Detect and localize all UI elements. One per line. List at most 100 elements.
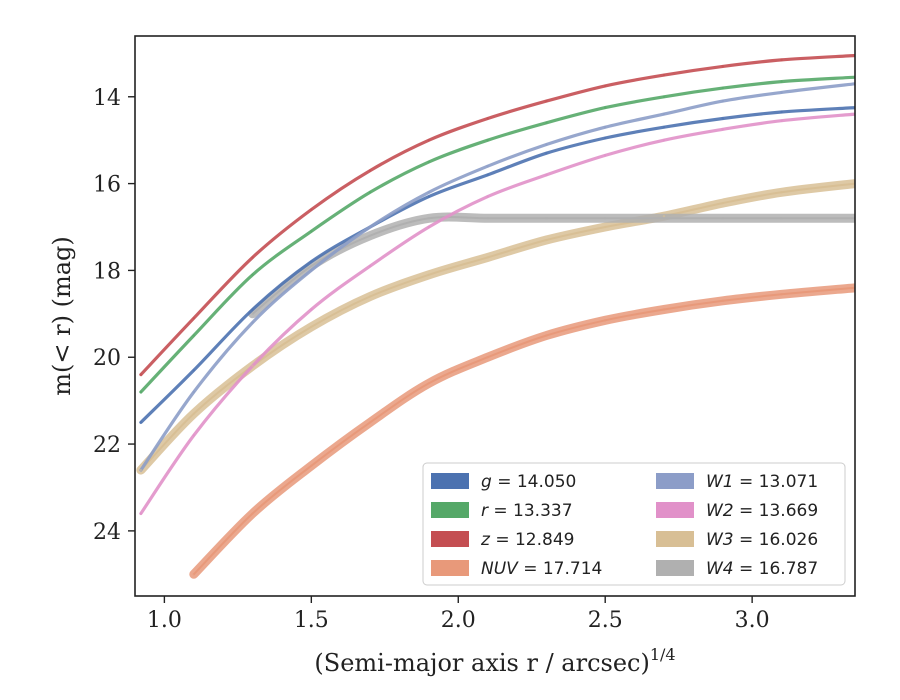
series-w4-point	[662, 217, 666, 220]
series-z-point	[486, 117, 489, 120]
series-w2-point	[368, 264, 372, 268]
series-nuv-point	[721, 299, 724, 303]
series-w2-point	[427, 225, 431, 229]
series-g-line	[139, 106, 855, 424]
series-w4-point	[427, 217, 431, 220]
series-w4-point	[780, 217, 783, 220]
series-r-point	[427, 160, 431, 164]
legend-swatch	[431, 560, 469, 576]
series-w4-point	[604, 217, 607, 220]
legend-symbol: W2	[706, 501, 734, 521]
series-nuv-point	[251, 512, 254, 515]
series-r-point	[139, 390, 143, 394]
series-nuv-point	[780, 293, 783, 296]
series-nuv-point	[310, 464, 313, 467]
series-w2-point	[662, 138, 666, 142]
series-w1-point	[780, 91, 783, 94]
series-z-point	[139, 373, 143, 376]
series-z-point	[721, 65, 724, 68]
series-z-point	[251, 256, 254, 259]
series-w1-point	[427, 191, 431, 194]
legend-value: = 13.337	[488, 501, 573, 521]
x-tick-label: 3.0	[735, 608, 770, 633]
legend-swatch	[656, 473, 694, 489]
legend-entry: W2 = 13.669	[706, 501, 818, 521]
series-nuv-point	[545, 334, 548, 337]
legend-swatch	[656, 502, 694, 518]
series-g-point	[310, 260, 313, 263]
series-nuv-point	[486, 356, 489, 359]
y-tick-label: 16	[93, 173, 121, 198]
series-w2-point	[780, 119, 783, 122]
legend-swatch	[656, 531, 694, 547]
legend-value: = 16.026	[734, 530, 819, 550]
legend-symbol: r	[481, 501, 489, 521]
series-w2-point	[604, 154, 607, 157]
legend-symbol: W3	[706, 530, 734, 550]
series-g-point	[604, 136, 607, 140]
x-tick-label: 2.0	[441, 608, 476, 633]
series-w1-point	[486, 165, 489, 168]
series-w1-point	[251, 321, 254, 324]
series-w3-point	[368, 295, 372, 298]
series-r-point	[368, 191, 372, 194]
series-z-point	[662, 73, 666, 77]
plot-frame	[134, 35, 856, 597]
series-r-point	[662, 95, 666, 98]
legend-swatch	[656, 560, 694, 576]
series-g-point	[721, 117, 724, 120]
series-w1-point	[721, 99, 724, 103]
series-w3-point	[139, 468, 143, 472]
series-z-point	[604, 84, 607, 88]
legend-box	[422, 462, 846, 586]
y-tick-label: 14	[93, 86, 121, 111]
series-w3-point	[780, 191, 783, 194]
series-w3-point	[486, 256, 489, 259]
series-r-point	[604, 106, 607, 109]
x-tick-label: 2.5	[588, 608, 623, 633]
y-tick-label: 20	[93, 346, 121, 371]
series-r-point	[780, 80, 783, 83]
series-g-point	[139, 421, 143, 424]
series-w4-point	[251, 312, 254, 316]
series-w2-point	[192, 434, 195, 437]
legend-value: = 14.050	[492, 472, 577, 492]
series-z-point	[368, 169, 372, 172]
series-z-point	[427, 138, 431, 142]
legend-entry: W1 = 13.071	[706, 472, 818, 492]
series-nuv-point	[604, 319, 607, 322]
series-z-point	[545, 99, 548, 103]
legend-entry: g = 14.050	[481, 472, 576, 492]
series-r-point	[310, 230, 313, 233]
series-nuv-line	[193, 286, 855, 575]
legend-value: = 13.071	[734, 472, 819, 492]
series-r-point	[545, 121, 548, 125]
series-w1-point	[545, 143, 548, 146]
x-axis-label-text: (Semi-major axis r / arcsec)	[314, 649, 649, 677]
series-nuv-point	[368, 421, 372, 424]
y-axis: 14 16 18 20 22 24	[93, 86, 135, 545]
series-w4-point	[310, 264, 313, 268]
y-tick-label: 24	[93, 520, 121, 545]
legend-entry: r = 13.337	[481, 501, 573, 521]
series-w3-point	[604, 225, 607, 229]
series-g-point	[251, 308, 254, 311]
series-nuv-point	[662, 308, 666, 311]
series-w1-point	[662, 112, 666, 116]
legend-swatch	[431, 473, 469, 489]
y-axis-label: m(< r) (mag)	[48, 236, 76, 395]
series-w3-point	[310, 325, 313, 329]
x-tick-label: 1.0	[147, 608, 182, 633]
series-g-point	[486, 173, 489, 177]
series-w2-point	[310, 308, 313, 311]
series-r-point	[251, 273, 254, 276]
series-nuv-point	[427, 382, 431, 385]
series-w3-point	[721, 201, 724, 205]
series-w3-point	[662, 214, 666, 218]
series-z-point	[192, 316, 195, 320]
series-w2-point	[545, 173, 548, 177]
series-g-point	[192, 369, 195, 372]
legend-swatch	[431, 502, 469, 518]
